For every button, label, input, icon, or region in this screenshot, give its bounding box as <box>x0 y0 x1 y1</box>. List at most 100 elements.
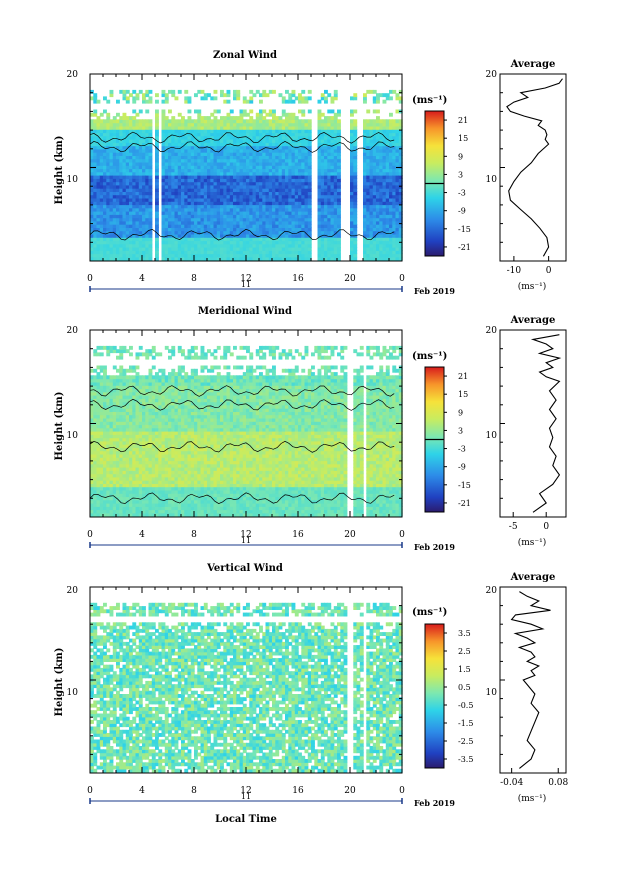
panel2-cell <box>116 460 120 465</box>
panel1-cell <box>242 237 247 242</box>
panel1-cell <box>90 125 94 130</box>
panel2-cell <box>148 496 153 501</box>
panel1-cell <box>171 220 176 225</box>
panel1-cell <box>239 207 244 212</box>
panel1-cell <box>392 204 397 209</box>
panel1-cell <box>236 184 241 189</box>
panel1-cell <box>168 145 172 150</box>
panel1-cell <box>99 207 104 212</box>
panel1-cell <box>99 240 104 245</box>
panel2-cell <box>122 509 127 514</box>
panel1-cell <box>242 96 247 101</box>
panel2-cell <box>106 345 111 350</box>
panel2-cell <box>112 375 117 380</box>
panel2-cell <box>109 460 114 465</box>
panel1-cell <box>184 256 189 261</box>
panel1-cell <box>333 112 338 117</box>
panel1-cell <box>327 142 332 147</box>
panel1-cell <box>389 178 393 183</box>
panel1-cell <box>220 171 224 176</box>
panel1-cell <box>366 152 371 156</box>
panel1-cell <box>93 188 98 192</box>
panel1-cell <box>132 184 137 189</box>
panel1-cell <box>317 129 322 134</box>
panel1-cell <box>155 181 159 186</box>
panel2-cell <box>119 431 124 435</box>
panel1-cell <box>252 253 257 258</box>
panel1-cell <box>216 142 221 147</box>
panel1-cell <box>103 145 107 150</box>
panel1-cell <box>220 178 224 183</box>
panel1-cell <box>96 240 101 245</box>
panel1-cell <box>350 220 354 225</box>
panel1-cell <box>363 181 367 186</box>
panel1-cell <box>324 247 328 251</box>
panel1-cell <box>148 250 153 255</box>
panel1-cell <box>103 256 107 261</box>
panel1-cell <box>125 191 130 196</box>
panel1-cell <box>226 220 231 225</box>
panel1-cell <box>135 178 140 183</box>
panel1-cell <box>125 188 130 192</box>
panel2-cell <box>142 395 146 399</box>
panel1-cell <box>259 237 263 242</box>
panel2-cell <box>90 503 94 507</box>
panel2-cell <box>145 375 150 380</box>
panel1-cell <box>262 122 267 127</box>
panel1-cell <box>226 230 231 235</box>
panel1-cell <box>353 109 358 114</box>
panel1-cell <box>96 132 101 137</box>
panel2-cell <box>145 453 150 458</box>
panel1-cell <box>392 207 397 212</box>
panel2-cell <box>122 395 127 399</box>
panel1-cell <box>366 139 371 143</box>
panel1-cell <box>93 253 98 258</box>
panel1-cell <box>99 230 104 235</box>
panel1-profile-xtick-label: -10 <box>507 266 522 276</box>
panel1-cell <box>272 227 276 232</box>
panel2-cell <box>119 411 124 416</box>
panel1-cell <box>229 204 234 209</box>
panel1-cell <box>265 230 270 235</box>
panel1-cell <box>239 227 244 232</box>
panel1-cell <box>268 220 273 225</box>
panel2-cell <box>103 496 107 501</box>
panel1-cell <box>213 109 218 114</box>
panel1-cell <box>177 122 182 127</box>
panel1-cell <box>255 214 260 219</box>
panel1-cell <box>122 165 127 170</box>
panel1-cell <box>181 243 185 248</box>
panel1-cell <box>389 168 393 173</box>
panel1-cell <box>317 168 322 173</box>
panel1-cell <box>164 253 169 258</box>
panel1-cell <box>330 116 335 120</box>
panel1-cell <box>161 256 166 261</box>
panel1-cell <box>187 171 192 176</box>
panel1-cell <box>106 135 111 140</box>
panel1-cell <box>317 181 322 186</box>
panel1-cell <box>372 109 377 114</box>
panel1-cell <box>132 227 137 232</box>
panel1-cell <box>379 129 384 134</box>
panel1-cell <box>138 158 143 163</box>
panel1-cell <box>142 145 146 150</box>
panel1-cell <box>200 96 205 101</box>
panel1-cell <box>112 171 117 176</box>
panel1-cell <box>382 204 387 209</box>
panel1-cell <box>122 171 127 176</box>
panel2-cell <box>145 512 150 517</box>
panel1-cell <box>363 155 367 160</box>
panel1-cell <box>259 112 263 117</box>
panel1-cell <box>184 214 189 219</box>
panel1-cell <box>187 148 192 153</box>
panel1-cell <box>281 171 286 176</box>
panel1-cell <box>233 145 237 150</box>
panel1-cell <box>138 224 143 228</box>
panel1-cell <box>242 125 247 130</box>
panel1-cell <box>145 230 150 235</box>
panel2-cell <box>125 385 130 390</box>
panel1-cell <box>242 211 247 215</box>
panel1-cell <box>307 152 312 156</box>
panel1-cell <box>392 122 397 127</box>
panel1-cell <box>301 256 306 261</box>
